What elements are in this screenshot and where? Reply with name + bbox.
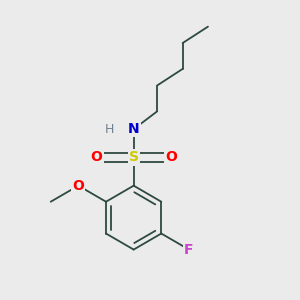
- Text: N: N: [128, 122, 140, 136]
- Text: O: O: [91, 150, 102, 164]
- Text: F: F: [184, 243, 194, 256]
- Text: O: O: [165, 150, 177, 164]
- Text: S: S: [129, 150, 139, 164]
- Text: O: O: [72, 179, 84, 193]
- Text: H: H: [105, 123, 115, 136]
